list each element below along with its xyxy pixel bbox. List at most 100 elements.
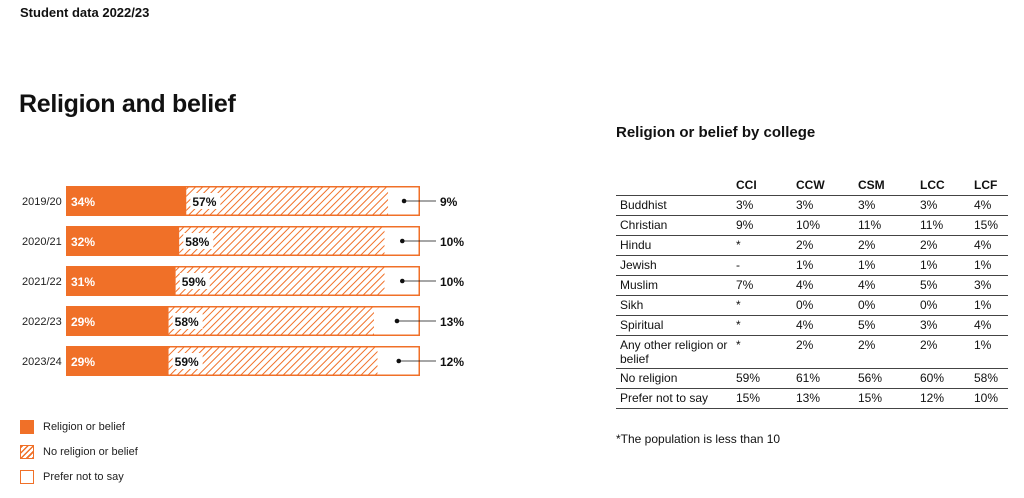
- table-row: Buddhist 3% 3% 3% 3% 4%: [616, 195, 1008, 216]
- table-cell: 2%: [854, 235, 916, 256]
- legend-swatch-solid: [20, 419, 34, 434]
- column-header: LCF: [974, 178, 998, 192]
- table-row: Muslim 7% 4% 4% 5% 3%: [616, 275, 1008, 296]
- table-cell: 2%: [854, 335, 916, 369]
- table-cell: 3%: [970, 275, 1008, 296]
- table-cell: 9%: [732, 215, 792, 236]
- table-cell: -: [732, 255, 792, 276]
- table-cell: 15%: [732, 388, 792, 409]
- chart-legend: Religion or belief No religion or belief…: [20, 414, 138, 489]
- table-cell: 1%: [916, 255, 970, 276]
- table-cell: 2%: [916, 235, 970, 256]
- category-label: 2020/21: [22, 236, 62, 248]
- data-label-prefer-not: 13%: [440, 315, 464, 329]
- table-cell: 15%: [970, 215, 1008, 236]
- table-cell: 4%: [792, 315, 854, 336]
- data-label-no-religion: 58%: [185, 235, 209, 249]
- table-cell: *: [732, 335, 792, 369]
- data-label-no-religion: 57%: [192, 195, 216, 209]
- table-cell: 58%: [970, 368, 1008, 389]
- row-label: Jewish: [616, 255, 732, 276]
- table-row: Sikh * 0% 0% 0% 1%: [616, 295, 1008, 316]
- legend-label: Prefer not to say: [43, 470, 124, 483]
- table-cell: *: [732, 235, 792, 256]
- legend-label: No religion or belief: [43, 445, 138, 458]
- row-label: Prefer not to say: [616, 388, 732, 409]
- table-cell: 61%: [792, 368, 854, 389]
- data-label-no-religion: 59%: [182, 275, 206, 289]
- table-cell: 12%: [916, 388, 970, 409]
- table-cell: 3%: [854, 195, 916, 216]
- table-cell: 4%: [970, 315, 1008, 336]
- row-label: No religion: [616, 368, 732, 389]
- legend-swatch-hatched: [20, 444, 34, 459]
- row-label: Spiritual: [616, 315, 732, 336]
- table-cell: 2%: [792, 335, 854, 369]
- table-row: No religion 59% 61% 56% 60% 58%: [616, 368, 1008, 389]
- table-footnote: *The population is less than 10: [616, 432, 781, 446]
- row-label: Muslim: [616, 275, 732, 296]
- table-cell: 1%: [970, 335, 1008, 369]
- data-label-bg: [179, 273, 210, 289]
- bar-religion: [66, 266, 176, 296]
- stacked-bar-chart: 2019/20 34% 57% 9% 2020/21 32% 58% 10% 2021/22 31…: [22, 186, 464, 376]
- data-label-prefer-not: 10%: [440, 275, 464, 289]
- data-label-prefer-not: 9%: [440, 195, 458, 209]
- table-cell: 0%: [854, 295, 916, 316]
- table-cell: 4%: [970, 195, 1008, 216]
- data-label-religion: 29%: [71, 355, 95, 369]
- table-cell: *: [732, 295, 792, 316]
- bar-no-religion: [179, 226, 385, 256]
- legend-swatch-empty: [20, 469, 34, 484]
- table-cell: 4%: [792, 275, 854, 296]
- row-label: Hindu: [616, 235, 732, 256]
- table-cell: 10%: [792, 215, 854, 236]
- table-row: Hindu * 2% 2% 2% 4%: [616, 235, 1008, 256]
- table-header-row: CCI CCW CSM LCC LCF: [616, 176, 1008, 196]
- table-cell: 1%: [970, 295, 1008, 316]
- category-label: 2022/23: [22, 316, 62, 328]
- bar-religion: [66, 226, 180, 256]
- bar-no-religion: [168, 306, 374, 336]
- table-cell: *: [732, 315, 792, 336]
- table-cell: 3%: [792, 195, 854, 216]
- table-cell: 11%: [854, 215, 916, 236]
- table-cell: 2%: [916, 335, 970, 369]
- table-cell: 10%: [970, 388, 1008, 409]
- bar-no-religion: [168, 346, 378, 376]
- college-table: CCI CCW CSM LCC LCF Buddhist 3% 3% 3% 3% 4% Ch…: [616, 176, 1008, 409]
- table-row: Spiritual * 4% 5% 3% 4%: [616, 315, 1008, 336]
- data-label-prefer-not: 12%: [440, 355, 464, 369]
- table-cell: 15%: [854, 388, 916, 409]
- bar-religion: [66, 306, 169, 336]
- table-cell: 7%: [732, 275, 792, 296]
- data-label-bg: [172, 313, 203, 329]
- table-row: Christian 9% 10% 11% 11% 15%: [616, 215, 1008, 236]
- row-label: Christian: [616, 215, 732, 236]
- column-header: [616, 176, 732, 196]
- table-cell: 2%: [792, 235, 854, 256]
- category-label: 2019/20: [22, 196, 62, 208]
- legend-item-prefer-not: Prefer not to say: [20, 464, 138, 489]
- data-label-no-religion: 58%: [175, 315, 199, 329]
- top-label: Student data 2022/23: [20, 5, 150, 20]
- legend-item-no-religion: No religion or belief: [20, 439, 138, 464]
- table-cell: 0%: [916, 295, 970, 316]
- data-label-religion: 29%: [71, 315, 95, 329]
- bar-religion: [66, 346, 169, 376]
- category-label: 2023/24: [22, 356, 62, 368]
- data-label-bg: [190, 193, 221, 209]
- row-label: Any other religion or belief: [616, 335, 732, 369]
- data-label-religion: 32%: [71, 235, 95, 249]
- table-row: Prefer not to say 15% 13% 15% 12% 10%: [616, 388, 1008, 409]
- table-cell: 1%: [854, 255, 916, 276]
- column-header: CCI: [736, 178, 757, 192]
- table-cell: 5%: [916, 275, 970, 296]
- table-row: Jewish -1% 1% 1% 1%: [616, 255, 1008, 276]
- table-cell: 59%: [732, 368, 792, 389]
- table-title: Religion or belief by college: [616, 124, 816, 141]
- table-cell: 60%: [916, 368, 970, 389]
- data-label-religion: 31%: [71, 275, 95, 289]
- table-cell: 5%: [854, 315, 916, 336]
- table-cell: 1%: [970, 255, 1008, 276]
